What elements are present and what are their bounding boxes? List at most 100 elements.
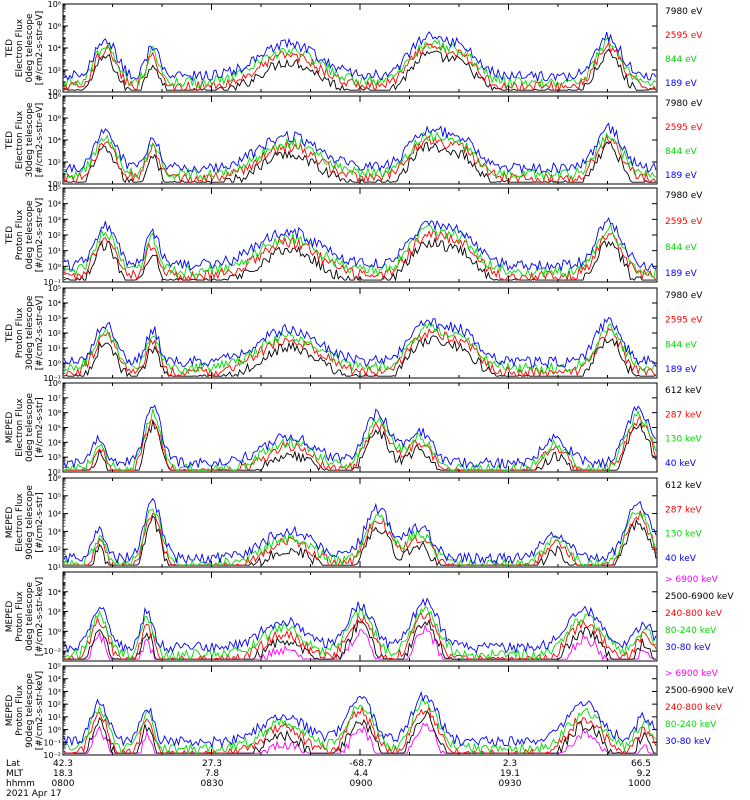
y-axis-label: TEDProton Flux0deg telescope[#/cm2-s-str… [5, 198, 45, 273]
y-tick-label: 10⁰ [48, 262, 61, 271]
y-tick-label: 10³ [48, 314, 61, 323]
y-tick-label: 10⁰ [48, 88, 61, 97]
y-tick-label: 10² [48, 608, 61, 617]
series-line [63, 216, 657, 272]
footer-time: 0830 [201, 779, 224, 789]
y-axis-label-line: [#/cm2-s-str] [35, 492, 45, 552]
series-line [63, 36, 657, 89]
y-tick-label: 10⁸ [48, 379, 61, 388]
series-line [63, 510, 657, 567]
y-tick-label: 10² [48, 231, 61, 240]
footer-lat: 42.3 [53, 759, 73, 769]
y-axis-label: MEPEDProton Flux90deg telescope[#/cm2-s-… [5, 671, 45, 750]
plot-frame [62, 187, 658, 283]
y-axis-label-line: 90deg telescope [25, 673, 35, 748]
y-tick-label: 10¹ [48, 344, 61, 353]
y-axis-label-line: [#/cm2-s-str] [35, 397, 45, 457]
series-line [63, 597, 657, 654]
legend-entry: 7980 eV [665, 291, 703, 301]
y-tick-label: 10¹ [48, 563, 61, 572]
y-axis-label-line: Electron Flux [15, 18, 25, 77]
y-tick-label: 10⁴ [48, 299, 61, 308]
y-axis-label-line: [#/cm2-s-str-eV] [35, 198, 45, 273]
series-line [63, 48, 657, 92]
y-axis-label-line: 30deg telescope [25, 102, 35, 177]
y-tick-label: 10⁴ [48, 438, 61, 447]
y-tick-label: 10⁴ [48, 44, 61, 53]
y-tick-label: 10⁸ [48, 92, 61, 101]
y-axis-label-line: TED [5, 226, 15, 245]
y-axis-label: MEPEDElectron Flux0deg telescope[#/cm2-s… [5, 393, 45, 463]
y-axis-label-line: MEPED [5, 412, 15, 444]
y-tick-label: 10⁵ [48, 662, 61, 671]
y-axis-label-line: Proton Flux [15, 209, 25, 260]
legend-entry: 2500-6900 keV [665, 686, 734, 696]
series-line [63, 229, 657, 282]
y-axis-label-line: TED [5, 39, 15, 58]
y-tick-label: 10² [48, 329, 61, 338]
y-tick-label: 10³ [48, 215, 61, 224]
legend-entry: 612 keV [665, 481, 702, 491]
plot-frame [62, 95, 658, 185]
legend-entry: 2500-6900 keV [665, 592, 734, 602]
footer-mlt: 9.2 [637, 769, 651, 779]
legend-entry: 80-240 keV [665, 626, 717, 636]
y-tick-label: 10² [48, 66, 61, 75]
y-tick-label: 10⁰ [48, 726, 61, 735]
footer: Lat MLT hhmm 2021 Apr 17 42.3 18.3 0800 … [6, 759, 651, 799]
y-axis-label-line: Electron Flux [15, 110, 25, 169]
y-axis-label-line: TED [5, 324, 15, 343]
y-tick-label: 10⁴ [48, 200, 61, 209]
series-line [64, 408, 657, 472]
y-axis-label: TEDElectron Flux0deg telescope[#/cm2-s-s… [5, 11, 45, 86]
y-axis-label-line: [#/cm2-s-str-eV] [35, 11, 45, 86]
y-tick-label: 10³ [48, 527, 61, 536]
footer-mlt: 7.8 [205, 769, 220, 779]
legend-entry: 189 eV [665, 365, 698, 375]
series-line [63, 698, 657, 755]
legend-entry: 2595 eV [665, 217, 703, 227]
y-axis-label-line: MEPED [5, 601, 15, 633]
series-line [63, 317, 657, 369]
y-tick-label: 10³ [48, 453, 61, 462]
series-line [64, 415, 657, 472]
series-line [64, 612, 657, 661]
legend-entry: 30-80 keV [665, 737, 711, 747]
date-label: 2021 Apr 17 [6, 789, 62, 799]
legend-entry: 130 keV [665, 435, 702, 445]
legend-entry: 612 keV [665, 386, 702, 396]
y-tick-label: 10² [48, 700, 61, 709]
y-tick-label: 10² [48, 545, 61, 554]
y-axis-label-line: Electron Flux [15, 398, 25, 457]
series-line [63, 222, 657, 278]
series-line [63, 322, 657, 375]
footer-lat: 2.3 [503, 759, 517, 769]
legend-entry: 80-240 keV [665, 720, 717, 730]
y-axis-label-line: MEPED [5, 695, 15, 727]
y-axis-label: MEPEDProton Flux0deg telescope[#/cm2-s-s… [5, 577, 45, 656]
y-axis-label: MEPEDElectron Flux90deg telescope[#/cm2-… [5, 485, 45, 560]
y-axis-label: TEDProton Flux30deg telescope[#/cm2-s-st… [5, 295, 45, 370]
series-line [63, 236, 656, 282]
series-line [63, 133, 657, 184]
plot-frame [62, 571, 658, 662]
legend-entry: 7980 eV [665, 99, 703, 109]
series-line [64, 515, 657, 567]
y-tick-label: 10⁸ [48, 0, 61, 9]
legend-entry: > 6900 keV [665, 669, 719, 679]
series-line [63, 690, 657, 749]
legend-entry: 189 eV [665, 269, 698, 279]
series-line [63, 335, 657, 378]
y-axis-label-line: Proton Flux [15, 591, 25, 642]
y-tick-label: 10⁻² [43, 751, 61, 760]
y-tick-label: 10³ [48, 687, 61, 696]
y-axis-label-line: 90deg telescope [25, 485, 35, 560]
y-tick-label: 10⁵ [48, 492, 61, 501]
y-axis-label-line: [#/cm2-s-str-eV] [35, 103, 45, 178]
footer-time: 1000 [628, 779, 651, 789]
